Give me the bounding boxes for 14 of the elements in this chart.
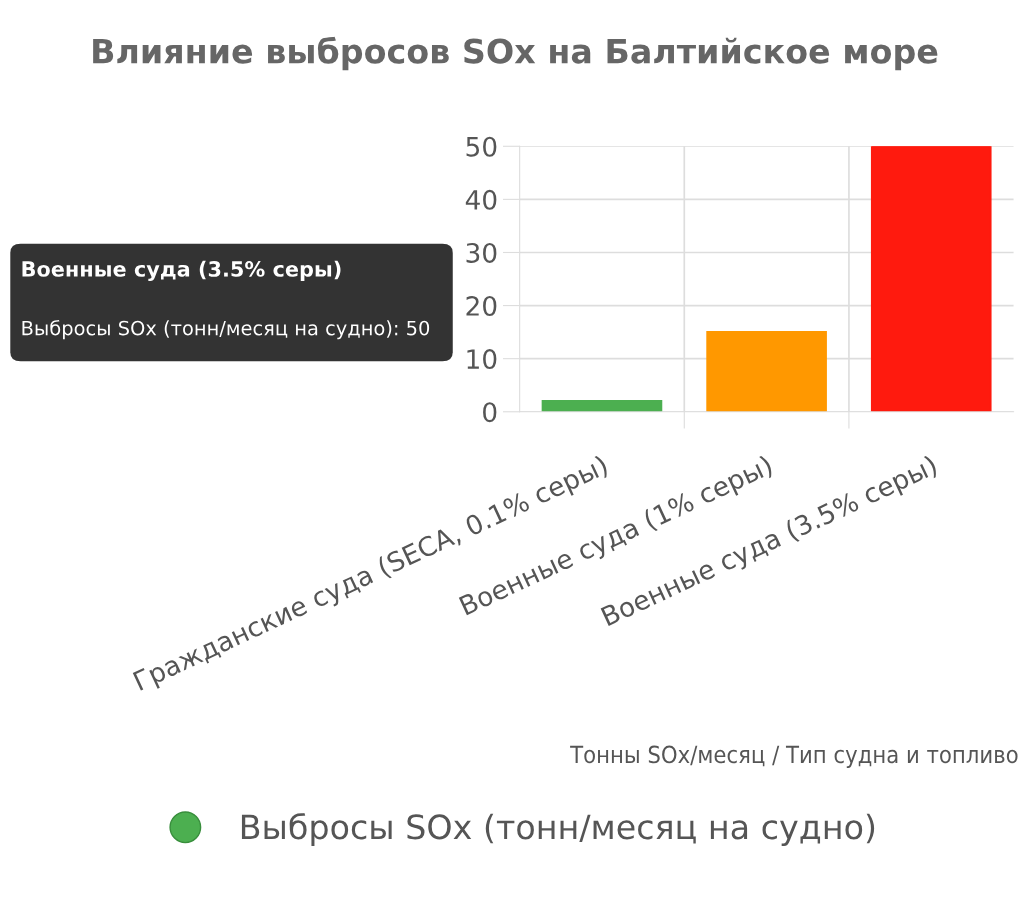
y-tick-label: 20 — [466, 296, 497, 316]
y-tick-label: 10 — [467, 349, 497, 370]
legend-label: Выбросы SOx (тонн/месяц на судно) — [241, 813, 875, 846]
y-tick-label: 40 — [465, 189, 497, 210]
y-tick-label: 30 — [466, 242, 497, 263]
chart-title: Влияние выбросов SOx на Балтийское море — [93, 36, 938, 71]
bar — [541, 400, 663, 412]
bar — [706, 331, 827, 412]
text: Выбросы SOx (тонн/месяц на судно): 50 — [22, 320, 430, 340]
y-tick-label: 50 — [466, 136, 497, 157]
text: Военные суда (3.5% серы) — [22, 260, 341, 282]
x-axis-title: Тонны SOx/месяц / Тип судна и топливо — [570, 745, 1018, 768]
y-tick-label: 0 — [483, 402, 497, 423]
bar — [870, 146, 992, 412]
